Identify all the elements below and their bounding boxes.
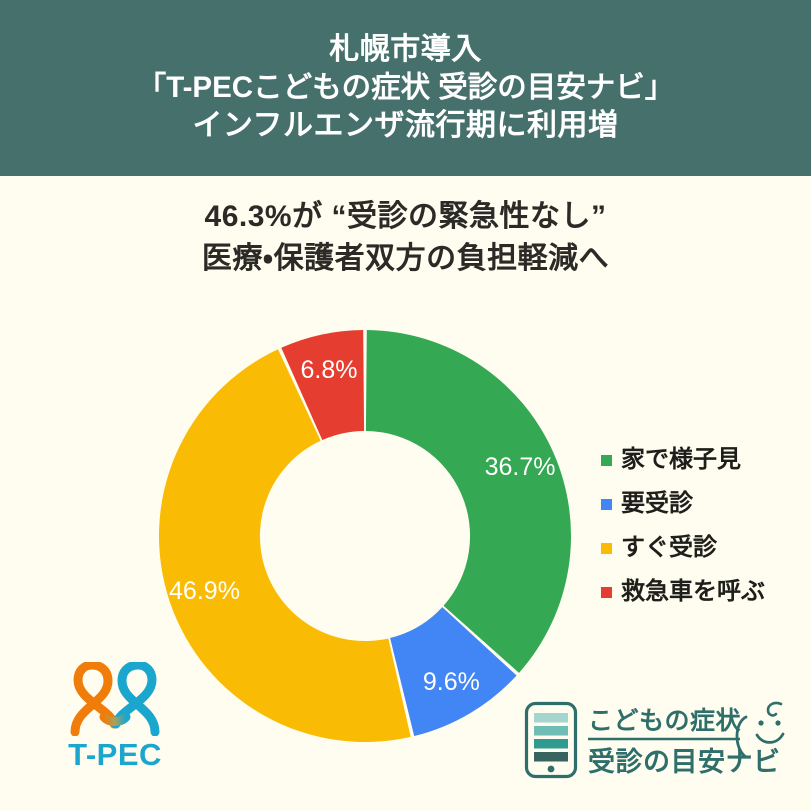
tpec-loops-icon [70,662,160,736]
donut-slice-value-label: 9.6% [423,668,480,696]
header-line-2: 「T-PECこどもの症状 受診の目安ナビ」 [136,71,675,104]
subtitle-block: 46.3%が “受診の緊急性なし” 医療・保護者双方の負担軽減へ [0,196,811,280]
header-band: 札幌市導入 「T-PECこどもの症状 受診の目安ナビ」 インフルエンザ流行期に利… [0,0,811,176]
badge-text-svg: こどもの症状 受診の目安ナビ [588,701,785,777]
smartphone-icon [524,701,578,779]
badge-line-1: こどもの症状 [588,706,742,735]
service-badge: こどもの症状 受診の目安ナビ [524,697,796,783]
subtitle-line-1: 46.3%が “受診の緊急性なし” [204,200,607,233]
legend-label-home-watch: 家で様子見 [621,446,741,473]
donut-chart: 36.7% 9.6% 46.9% 6.8% [155,326,575,746]
legend-item-call-ambulance[interactable]: 救急車を呼ぶ [601,570,801,614]
tpec-wordmark: T-PEC [68,737,162,772]
legend-swatch-icon-green [601,454,612,466]
legend-swatch-icon-blue [601,498,612,510]
badge-line-2: 受診の目安ナビ [588,746,781,777]
legend-label-call-ambulance: 救急車を呼ぶ [621,578,765,605]
donut-slice-group [158,330,571,743]
legend-label-needs-consult: 要受診 [621,490,693,517]
subtitle-line-2: 医療・保護者双方の負担軽減へ [201,242,610,275]
legend-swatch-icon-red [601,586,612,598]
legend-item-needs-consult[interactable]: 要受診 [601,482,801,526]
badge-text-block: こどもの症状 受診の目安ナビ [588,701,793,779]
header-line-1: 札幌市導入 [329,33,482,66]
donut-slice[interactable] [365,330,571,673]
donut-slice[interactable] [158,349,411,743]
donut-slice-value-label: 36.7% [485,453,556,481]
donut-chart-svg: 36.7% 9.6% 46.9% 6.8% [158,330,571,743]
donut-slice-value-label: 46.9% [169,577,240,605]
smiley-face-icon [755,701,785,744]
donut-slice-value-label: 6.8% [301,356,358,384]
legend-item-consult-now[interactable]: すぐ受診 [601,526,801,570]
tpec-logo: T-PEC [55,662,175,782]
legend-item-home-watch[interactable]: 家で様子見 [601,438,801,482]
donut-slice[interactable] [390,607,517,737]
legend-label-consult-now: すぐ受診 [621,534,717,561]
donut-label-group: 36.7% 9.6% 46.9% 6.8% [169,356,555,696]
legend-swatch-icon-yellow [601,542,612,554]
header-line-3: インフルエンザ流行期に利用増 [192,109,619,142]
donut-slice[interactable] [281,330,365,441]
chart-legend: 家で様子見 要受診 すぐ受診 救急車を呼ぶ [601,438,801,614]
